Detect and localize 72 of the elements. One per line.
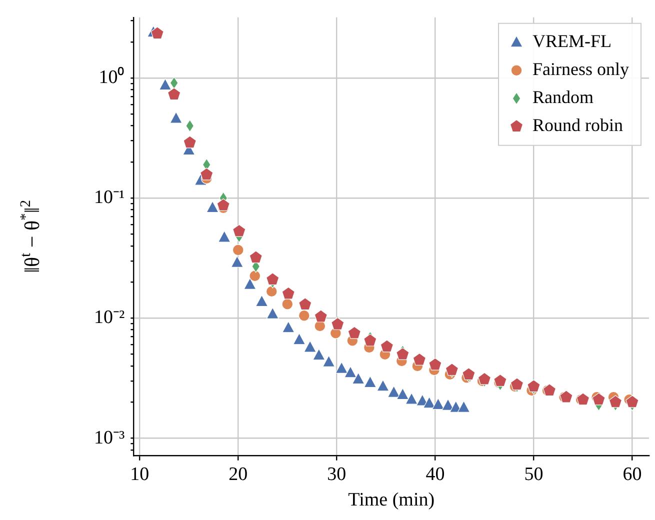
point: [494, 374, 507, 387]
point: [230, 256, 244, 268]
point: [396, 388, 409, 400]
point: [232, 224, 246, 237]
point: [200, 168, 214, 180]
point: [457, 400, 470, 412]
x-axis-title: Time (min): [348, 490, 435, 511]
point: [322, 355, 336, 368]
x-tick-label: 40: [426, 464, 445, 485]
point: [150, 26, 164, 40]
point: [314, 310, 328, 322]
point: [183, 136, 196, 148]
point: [344, 366, 357, 378]
point: [304, 340, 316, 352]
point: [364, 334, 377, 346]
point: [560, 390, 573, 403]
legend-label: Random: [532, 87, 594, 108]
point: [292, 332, 306, 345]
point: [298, 310, 310, 322]
point: [282, 286, 295, 300]
legend-label: VREM-FL: [532, 31, 612, 52]
point: [405, 392, 418, 404]
point: [592, 392, 606, 406]
x-tick-label: 50: [524, 464, 544, 485]
point: [266, 272, 280, 286]
point: [376, 380, 390, 392]
point: [348, 326, 361, 339]
y-axis-title: ‖θt − θ*‖2: [18, 200, 44, 273]
point: [218, 230, 231, 242]
point: [432, 398, 444, 410]
x-tick-label: 20: [228, 464, 248, 485]
point: [244, 278, 256, 290]
point: [331, 317, 344, 330]
point: [216, 198, 230, 212]
x-tick-label: 30: [327, 464, 346, 485]
point: [380, 340, 394, 352]
point: [576, 392, 590, 406]
point: [282, 298, 294, 310]
point: [206, 200, 219, 213]
x-tick-label: 60: [622, 464, 642, 485]
point: [527, 380, 540, 392]
point: [266, 286, 278, 298]
point: [249, 250, 262, 264]
y-tick-label: 10⁻²: [94, 307, 125, 328]
y-tick-label: 10⁰: [98, 66, 125, 88]
point: [298, 298, 312, 310]
point: [445, 363, 459, 376]
point: [255, 294, 268, 307]
point: [312, 348, 326, 360]
point: [364, 376, 376, 388]
point: [542, 384, 556, 396]
point: [428, 358, 442, 370]
point: [478, 372, 492, 385]
y-tick-label: 10⁻¹: [94, 187, 125, 208]
point: [168, 88, 181, 100]
point: [412, 352, 426, 366]
point: [396, 347, 410, 360]
legend-label: Fairness only: [532, 59, 630, 80]
point: [266, 307, 279, 319]
point: [232, 244, 244, 256]
x-tick-label: 10: [130, 464, 150, 485]
point: [282, 321, 295, 333]
point: [249, 270, 261, 282]
point: [158, 78, 172, 90]
point: [335, 362, 348, 374]
point: [170, 112, 182, 124]
point: [352, 372, 365, 384]
legend-label: Round robin: [532, 115, 624, 136]
y-tick-label: 10⁻³: [94, 427, 125, 448]
point: [422, 396, 436, 408]
point: [510, 378, 524, 390]
point: [462, 368, 476, 380]
